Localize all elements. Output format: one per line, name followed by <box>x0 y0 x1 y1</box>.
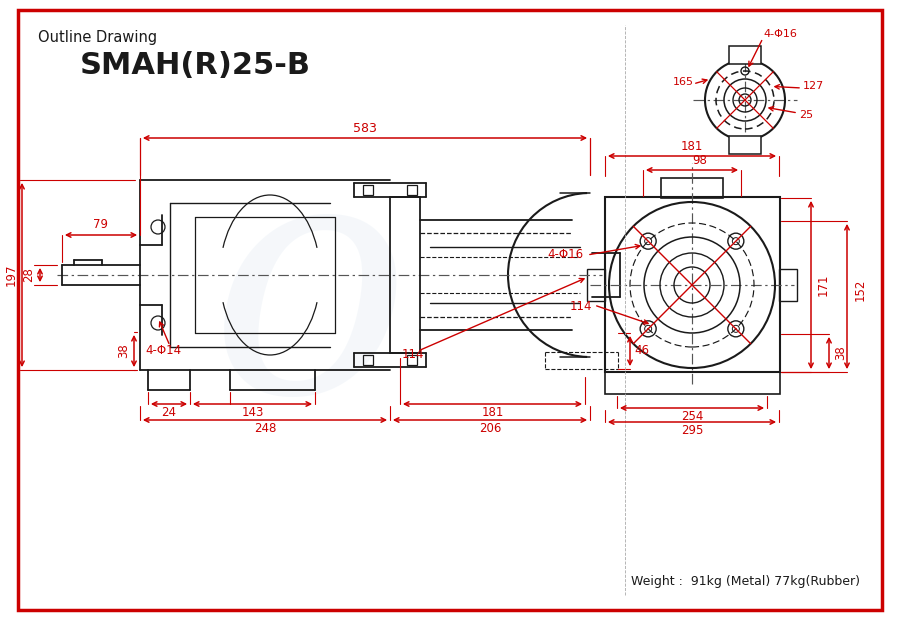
Bar <box>363 355 373 365</box>
Text: 4-Φ16: 4-Φ16 <box>548 249 584 262</box>
Text: 4-Φ14: 4-Φ14 <box>145 343 181 356</box>
Text: 127: 127 <box>803 81 824 91</box>
Bar <box>407 355 417 365</box>
Text: 181: 181 <box>680 141 703 154</box>
Bar <box>363 185 373 195</box>
Text: 114: 114 <box>570 301 592 314</box>
Text: 197: 197 <box>4 264 17 286</box>
Text: 254: 254 <box>680 410 703 423</box>
Text: 295: 295 <box>680 425 703 438</box>
Text: 25: 25 <box>799 110 813 120</box>
Text: 181: 181 <box>482 407 504 420</box>
Text: 79: 79 <box>94 218 109 231</box>
Bar <box>605 197 780 372</box>
Text: 4-Φ16: 4-Φ16 <box>763 29 796 39</box>
Text: 206: 206 <box>479 422 501 435</box>
Bar <box>587 269 605 301</box>
Text: 38: 38 <box>834 345 848 360</box>
Text: 98: 98 <box>693 154 707 167</box>
Text: 171: 171 <box>816 274 830 296</box>
Text: 114: 114 <box>402 348 425 361</box>
Text: o: o <box>210 139 410 461</box>
Bar <box>407 185 417 195</box>
Text: 46: 46 <box>634 345 650 358</box>
Text: Outline Drawing: Outline Drawing <box>38 30 157 45</box>
Text: 38: 38 <box>118 343 130 358</box>
Text: SMAH(R)25-B: SMAH(R)25-B <box>79 50 310 79</box>
Text: 248: 248 <box>254 422 276 435</box>
Text: Weight :  91kg (Metal) 77kg(Rubber): Weight : 91kg (Metal) 77kg(Rubber) <box>631 575 860 588</box>
Text: 24: 24 <box>161 407 176 420</box>
Bar <box>729 46 761 64</box>
Text: 28: 28 <box>22 268 35 283</box>
Bar <box>779 269 797 301</box>
Text: 165: 165 <box>672 77 694 87</box>
Text: 143: 143 <box>241 407 264 420</box>
Bar <box>605 372 780 394</box>
Bar <box>729 136 761 154</box>
Bar <box>661 178 723 198</box>
Text: 583: 583 <box>353 122 377 135</box>
Text: 152: 152 <box>853 279 867 301</box>
